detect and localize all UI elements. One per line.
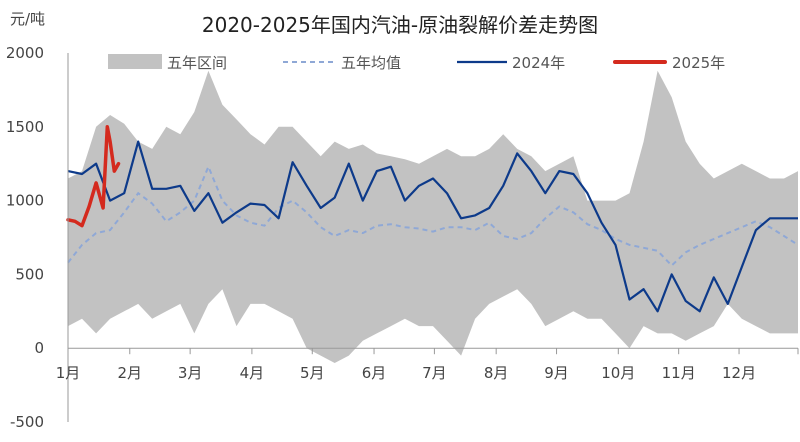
legend-label: 五年区间 [167,54,227,72]
legend-swatch-five-year-range [108,54,162,69]
x-tick-label: 2月 [117,364,142,382]
y-tick-label: 500 [15,265,44,283]
plot-area [66,70,799,363]
series-line-2024 [67,140,798,313]
x-tick-label: 6月 [362,364,387,382]
y-tick-label: -500 [10,413,44,431]
y-tick-label: 1000 [6,192,44,210]
y-tick-label: 0 [34,339,44,357]
x-tick-label: 1月 [56,364,81,382]
x-tick-label: 11月 [662,364,696,382]
legend-label: 2024年 [512,54,565,72]
x-tick-label: 3月 [178,364,203,382]
series-line-2025 [66,125,121,228]
x-tick-label: 8月 [484,364,509,382]
legend: 五年区间 五年均值 2024年 2025年 [108,54,725,72]
series-band-five-year-range [68,70,798,363]
chart-title: 2020-2025年国内汽油-原油裂解价差走势图 [202,13,598,37]
x-tick-label: 4月 [240,364,265,382]
x-tick-label: 10月 [601,364,635,382]
legend-label: 五年均值 [341,54,401,72]
y-tick-label: 2000 [6,44,44,62]
x-tick-label: 7月 [422,364,447,382]
series-line-five-year-average [67,164,799,267]
x-tick-label: 9月 [544,364,569,382]
y-axis-unit-label: 元/吨 [10,10,45,28]
axes: 2000 1500 1000 500 0 -500 1月 2月 3月 4月 5月 6月 7月 8月 9月 10… [6,44,799,431]
y-tick-label: 1500 [6,118,44,136]
x-tick-label: 12月 [722,364,756,382]
legend-label: 2025年 [672,54,725,72]
x-tick-label: 5月 [300,364,325,382]
